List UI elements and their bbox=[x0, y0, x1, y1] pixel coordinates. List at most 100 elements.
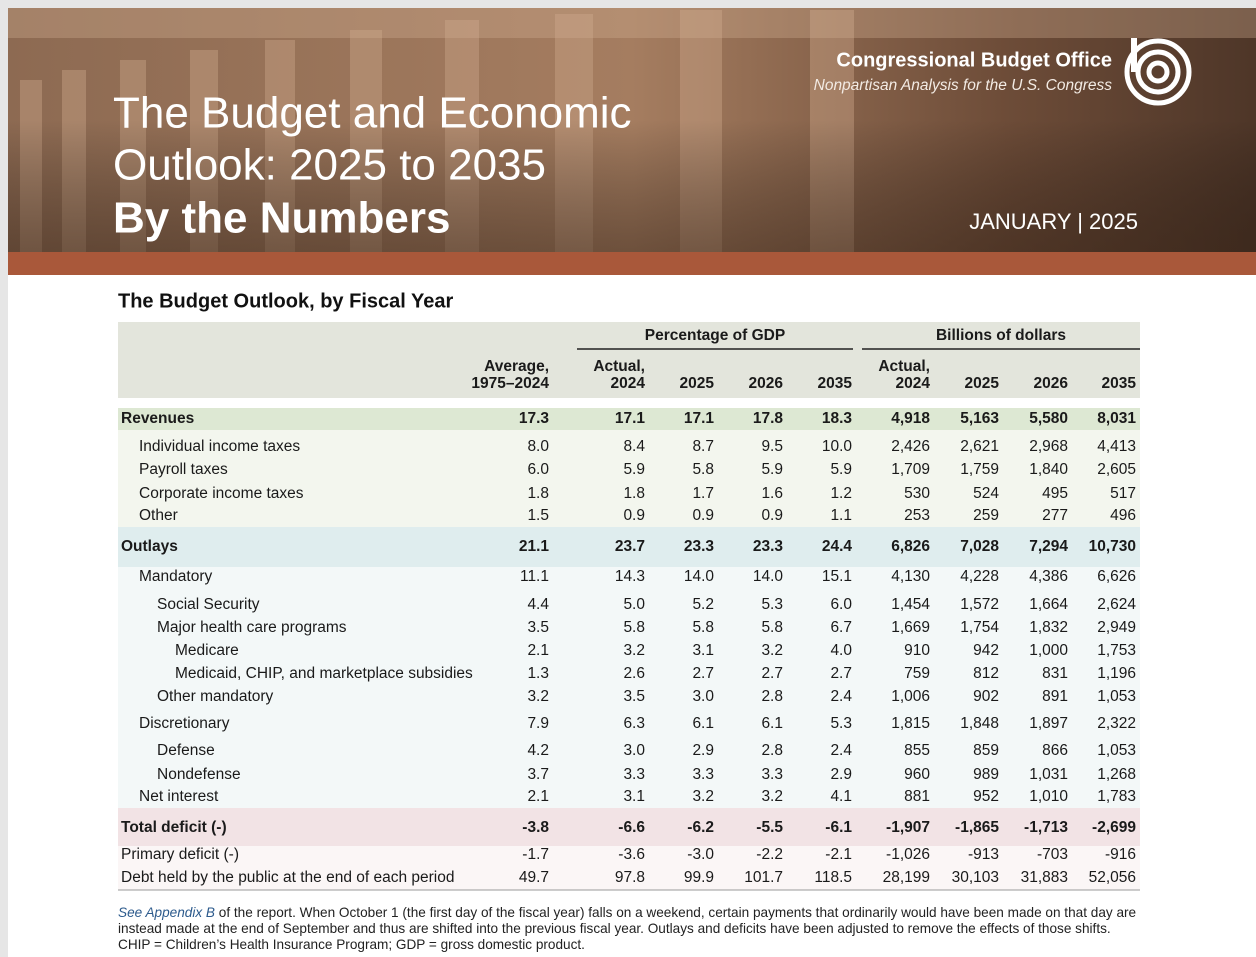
group-header: Billions of dollars bbox=[936, 327, 1066, 344]
table-cell: 7,294 bbox=[1029, 538, 1068, 555]
row-label: Defense bbox=[157, 742, 215, 759]
table-cell: 1.8 bbox=[623, 485, 645, 502]
table-cell: 2.8 bbox=[761, 688, 783, 705]
table-cell: 6.3 bbox=[623, 715, 645, 732]
table-cell: 759 bbox=[904, 665, 930, 682]
row-label: Individual income taxes bbox=[139, 438, 300, 455]
table-cell: 2.4 bbox=[830, 742, 852, 759]
table-cell: 4.2 bbox=[527, 742, 549, 759]
table-cell: 9.5 bbox=[761, 438, 783, 455]
table-cell: 524 bbox=[973, 485, 999, 502]
table-cell: -916 bbox=[1105, 846, 1136, 863]
table-cell: 23.3 bbox=[684, 538, 715, 555]
table-cell: 1,053 bbox=[1097, 742, 1136, 759]
table-cell: 5.8 bbox=[761, 619, 783, 636]
table-cell: 14.0 bbox=[753, 568, 784, 585]
table-cell: 6.7 bbox=[830, 619, 852, 636]
table-cell: 14.3 bbox=[615, 568, 645, 585]
table-cell: 5.8 bbox=[692, 619, 714, 636]
column-header: Average, bbox=[484, 358, 549, 375]
table-cell: 5.8 bbox=[692, 461, 714, 478]
table-cell: -2.1 bbox=[825, 846, 852, 863]
org-tagline: Nonpartisan Analysis for the U.S. Congre… bbox=[814, 77, 1113, 94]
table-cell: 4,413 bbox=[1097, 438, 1136, 455]
table-cell: 2.4 bbox=[830, 688, 852, 705]
table-cell: -1,865 bbox=[955, 819, 999, 836]
table-cell: 4.1 bbox=[830, 788, 852, 805]
table-cell: 1,664 bbox=[1029, 596, 1068, 613]
table-cell: 18.3 bbox=[822, 410, 853, 427]
row-label: Outlays bbox=[121, 538, 178, 555]
table-cell: -913 bbox=[968, 846, 999, 863]
table-cell: 4,386 bbox=[1029, 568, 1068, 585]
table-cell: 8.4 bbox=[623, 438, 645, 455]
table-cell: 6.0 bbox=[830, 596, 852, 613]
table-cell: 14.0 bbox=[684, 568, 715, 585]
table-cell: 52,056 bbox=[1089, 869, 1136, 886]
row-label: Debt held by the public at the end of ea… bbox=[121, 869, 455, 886]
table-cell: 495 bbox=[1042, 485, 1068, 502]
table-cell: 3.3 bbox=[692, 766, 714, 783]
table-cell: 4,918 bbox=[891, 410, 930, 427]
table-cell: 530 bbox=[904, 485, 930, 502]
table-cell: 2.9 bbox=[692, 742, 714, 759]
table-cell: 8,031 bbox=[1097, 410, 1136, 427]
table-cell: 2.1 bbox=[527, 642, 549, 659]
table-cell: 3.1 bbox=[623, 788, 645, 805]
table-cell: 1,010 bbox=[1029, 788, 1068, 805]
table-cell: -2,699 bbox=[1092, 819, 1136, 836]
table-cell: 99.9 bbox=[684, 869, 714, 886]
table-cell: -6.6 bbox=[618, 819, 645, 836]
table-cell: -3.8 bbox=[522, 819, 549, 836]
table-cell: 1,006 bbox=[891, 688, 930, 705]
table-cell: -1,026 bbox=[886, 846, 930, 863]
table-cell: 2,621 bbox=[960, 438, 999, 455]
table-cell: 7,028 bbox=[960, 538, 999, 555]
table-cell: 5.3 bbox=[761, 596, 783, 613]
table-cell: 5.9 bbox=[830, 461, 852, 478]
table-cell: 259 bbox=[973, 507, 999, 524]
table-cell: 101.7 bbox=[744, 869, 783, 886]
table-cell: 942 bbox=[973, 642, 999, 659]
table-cell: 891 bbox=[1042, 688, 1068, 705]
table-cell: 8.0 bbox=[527, 438, 549, 455]
table-cell: 1,848 bbox=[960, 715, 999, 732]
table-cell: 812 bbox=[973, 665, 999, 682]
table-cell: 17.8 bbox=[753, 410, 784, 427]
row-label: Mandatory bbox=[139, 568, 212, 585]
row-label: Discretionary bbox=[139, 715, 230, 732]
table-cell: 17.1 bbox=[684, 410, 715, 427]
table-cell: -6.1 bbox=[825, 819, 852, 836]
row-label: Payroll taxes bbox=[139, 461, 228, 478]
column-header: 2026 bbox=[749, 375, 784, 392]
table-cell: 5.9 bbox=[623, 461, 645, 478]
table-cell: 910 bbox=[904, 642, 930, 659]
table-cell: 2.7 bbox=[761, 665, 783, 682]
row-label: Primary deficit (-) bbox=[121, 846, 239, 863]
table-cell: 1,572 bbox=[960, 596, 999, 613]
table-title: The Budget Outlook, by Fiscal Year bbox=[118, 290, 453, 312]
table-cell: 1,053 bbox=[1097, 688, 1136, 705]
table-cell: 3.0 bbox=[623, 742, 645, 759]
table-cell: 2,322 bbox=[1097, 715, 1136, 732]
table-cell: 2.7 bbox=[692, 665, 714, 682]
table-cell: 1,832 bbox=[1029, 619, 1068, 636]
table-cell: 866 bbox=[1042, 742, 1068, 759]
table-cell: 3.2 bbox=[761, 642, 783, 659]
table-cell: 2.6 bbox=[623, 665, 645, 682]
footnote: See Appendix B of the report. When Octob… bbox=[118, 905, 1142, 953]
table-cell: 2,968 bbox=[1029, 438, 1068, 455]
table-cell: 2,624 bbox=[1097, 596, 1136, 613]
table-cell: 17.1 bbox=[615, 410, 646, 427]
table-cell: 952 bbox=[973, 788, 999, 805]
table-cell: 3.1 bbox=[692, 642, 714, 659]
table-cell: 3.2 bbox=[761, 788, 783, 805]
table-cell: -3.6 bbox=[618, 846, 645, 863]
table-cell: 28,199 bbox=[883, 869, 930, 886]
table-cell: 5.3 bbox=[830, 715, 852, 732]
table-cell: 1,815 bbox=[891, 715, 930, 732]
footnote-link[interactable]: See Appendix B bbox=[118, 905, 215, 920]
table-cell: 5,580 bbox=[1029, 410, 1068, 427]
row-label: Medicaid, CHIP, and marketplace subsidie… bbox=[175, 665, 473, 682]
